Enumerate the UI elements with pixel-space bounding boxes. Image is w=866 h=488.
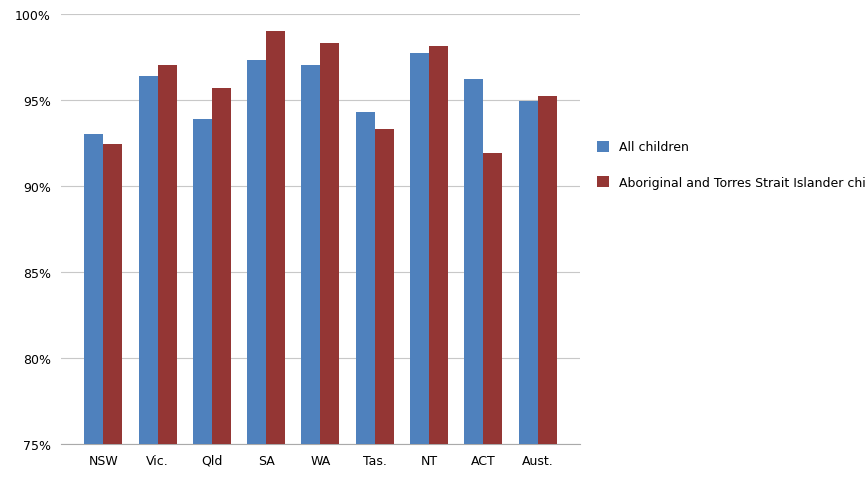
Bar [212,88,231,488]
Bar [193,120,212,488]
Bar [139,77,158,488]
Bar [158,66,177,488]
Bar [519,102,538,488]
Bar [266,32,285,488]
Bar [301,66,320,488]
Bar [375,130,394,488]
Bar [356,113,375,488]
Bar [410,54,429,488]
Bar [464,80,483,488]
Bar [483,154,502,488]
Bar [320,44,339,488]
Bar [538,97,557,488]
Bar [429,47,448,488]
Bar [247,61,266,488]
Bar [84,135,103,488]
Bar [103,145,122,488]
Legend: All children, Aboriginal and Torres Strait Islander children: All children, Aboriginal and Torres Stra… [597,141,866,189]
